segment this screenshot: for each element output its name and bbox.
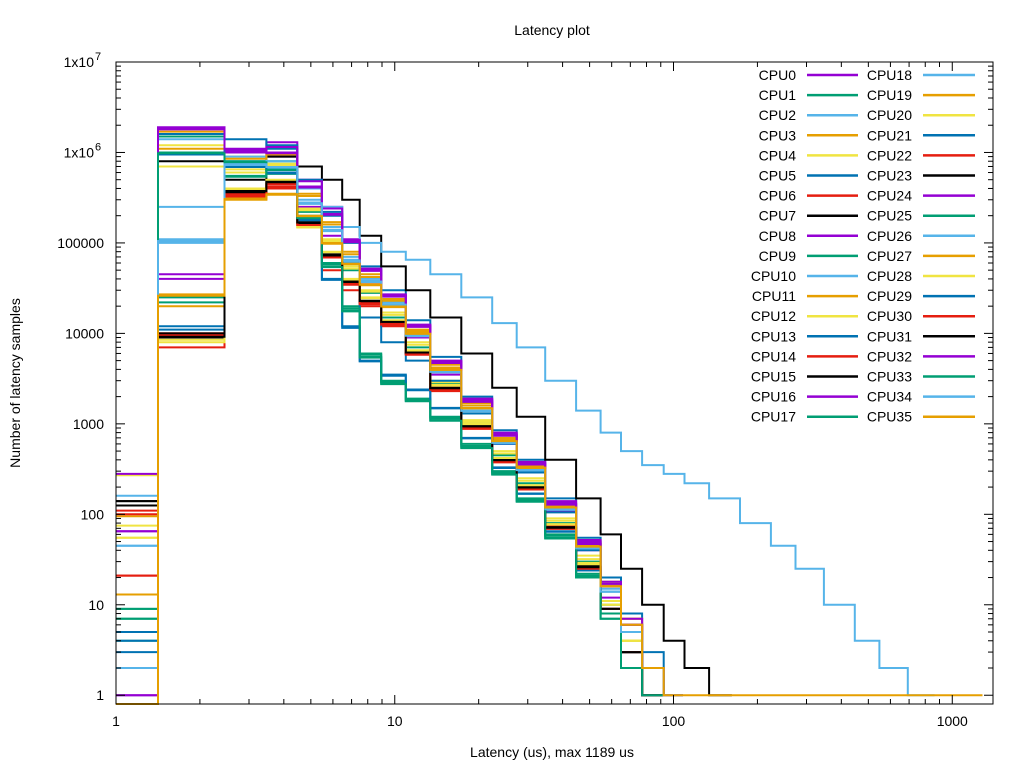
legend-label: CPU14 (751, 348, 796, 364)
y-tick-exponent: 7 (95, 51, 101, 63)
legend-label: CPU35 (867, 409, 912, 425)
series-line-cpu21 (116, 138, 683, 697)
series-line-cpu27 (116, 193, 683, 697)
series-line-cpu30 (116, 183, 664, 697)
series-line-cpu31 (116, 180, 664, 697)
legend-label: CPU18 (867, 67, 912, 83)
series-line-cpu15 (116, 180, 664, 697)
x-tick-label: 100 (662, 713, 686, 729)
y-tick-label: 1x10 (64, 54, 95, 70)
x-tick-label: 1 (112, 713, 120, 729)
legend-label: CPU4 (759, 147, 797, 163)
series-line-cpu11 (116, 192, 683, 705)
legend-label: CPU10 (751, 268, 796, 284)
series-line-cpu13 (116, 165, 664, 697)
legend-label: CPU32 (867, 348, 912, 364)
legend-label: CPU1 (759, 87, 797, 103)
series-line-cpu4 (116, 144, 664, 697)
y-tick-label: 100000 (57, 235, 104, 251)
x-axis-label: Latency (us), max 1189 us (470, 744, 634, 760)
series-line-cpu29 (116, 166, 664, 697)
y-tick-label: 1x10 (64, 144, 95, 160)
series-line-cpu10 (116, 155, 935, 697)
y-tick-label: 1 (96, 687, 104, 703)
legend-label: CPU0 (759, 67, 797, 83)
series-line-cpu14 (116, 182, 664, 697)
series-line-cpu35 (116, 193, 983, 705)
y-axis-label: Number of latency samples (7, 298, 23, 468)
legend-label: CPU3 (759, 127, 797, 143)
legend-label: CPU23 (867, 168, 912, 184)
series-line-cpu20 (116, 164, 664, 697)
series-line-cpu1 (116, 135, 664, 697)
legend-label: CPU9 (759, 248, 797, 264)
chart-title: Latency plot (514, 22, 590, 38)
series-line-cpu6 (116, 187, 664, 697)
legend-label: CPU31 (867, 328, 912, 344)
y-tick-label: 10 (88, 597, 104, 613)
series-line-cpu5 (116, 133, 683, 697)
legend-label: CPU25 (867, 208, 912, 224)
legend-label: CPU13 (751, 328, 796, 344)
legend-label: CPU12 (751, 308, 796, 324)
legend-label: CPU30 (867, 308, 912, 324)
series-line-cpu19 (116, 147, 683, 697)
legend-label: CPU24 (867, 188, 912, 204)
series-line-cpu33 (116, 152, 664, 697)
legend-label: CPU11 (752, 288, 796, 304)
series-line-cpu22 (116, 185, 664, 697)
series-line-cpu0 (116, 128, 683, 697)
legend-label: CPU5 (759, 168, 797, 184)
y-tick-label: 1000 (73, 416, 104, 432)
y-tick-exponent: 6 (95, 141, 101, 153)
legend-label: CPU34 (867, 389, 912, 405)
series-line-cpu26 (116, 164, 683, 697)
series-layer (116, 126, 983, 705)
series-line-cpu12 (116, 178, 664, 697)
legend-label: CPU15 (751, 369, 796, 385)
legend-label: CPU28 (867, 268, 912, 284)
series-line-cpu8 (116, 141, 683, 697)
series-line-cpu17 (116, 151, 664, 697)
series-line-cpu32 (116, 127, 683, 697)
legend-label: CPU21 (867, 127, 912, 143)
plot-frame (115, 61, 994, 705)
legend-label: CPU19 (867, 87, 912, 103)
x-tick-label: 1000 (937, 713, 968, 729)
series-line-cpu2 (116, 138, 683, 697)
series-line-cpu3 (116, 130, 683, 697)
y-tick-label: 10000 (65, 325, 104, 341)
legend-label: CPU26 (867, 228, 912, 244)
legend-label: CPU27 (867, 248, 912, 264)
legend-label: CPU2 (759, 107, 797, 123)
series-line-cpu23 (116, 182, 664, 697)
legend-label: CPU7 (759, 208, 797, 224)
legend-label: CPU33 (867, 369, 912, 385)
y-tick-label: 100 (81, 506, 105, 522)
series-line-cpu28 (116, 179, 664, 697)
legend-label: CPU22 (867, 147, 912, 163)
series-line-cpu24 (116, 146, 683, 697)
legend-label: CPU16 (751, 389, 796, 405)
x-tick-label: 10 (387, 713, 403, 729)
legend-label: CPU8 (759, 228, 797, 244)
legend: CPU0 CPU1 CPU2 CPU3 CPU4 CPU5 CPU6 CPU7 CPU8 CPU9… (751, 67, 975, 425)
legend-label: CPU29 (867, 288, 912, 304)
legend-label: CPU20 (867, 107, 912, 123)
legend-label: CPU17 (751, 409, 796, 425)
series-line-cpu34 (116, 163, 683, 697)
legend-label: CPU6 (759, 188, 797, 204)
